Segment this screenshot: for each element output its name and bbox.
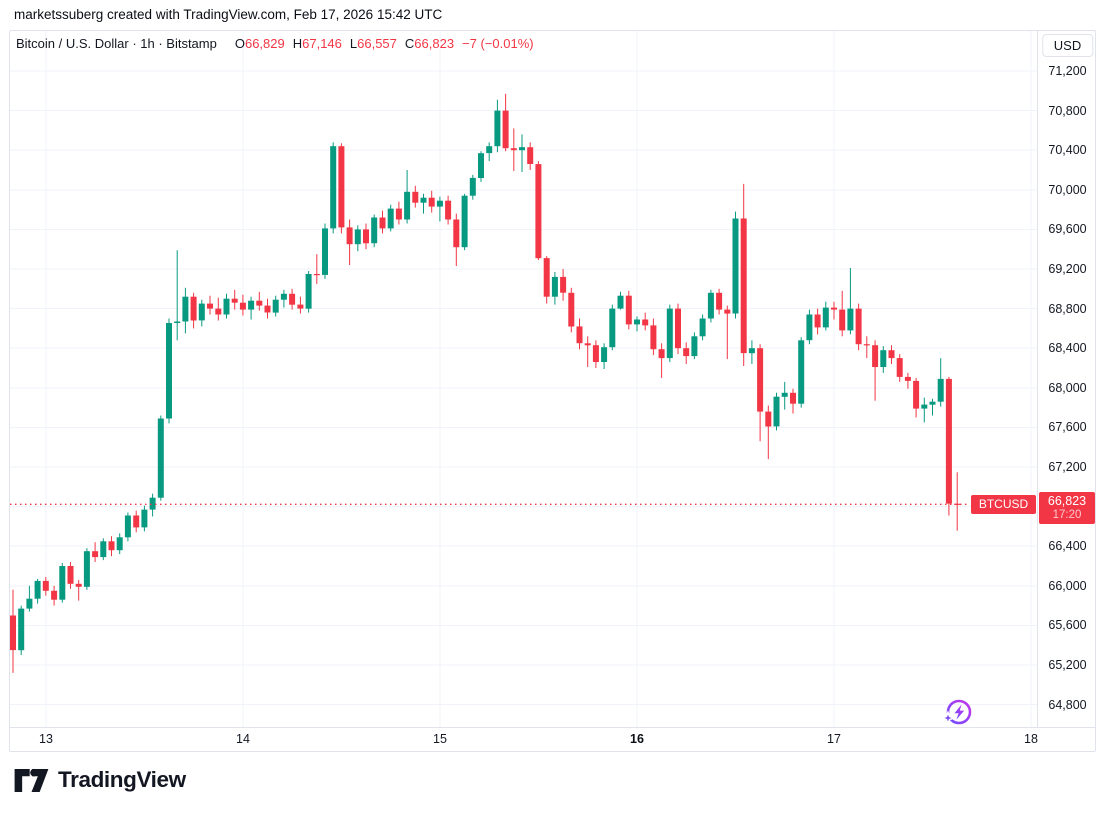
candlestick-svg (10, 31, 1037, 727)
time-axis-label: 18 (1024, 732, 1038, 746)
chart-panel: Bitcoin / U.S. Dollar · 1h · Bitstamp O66… (9, 30, 1096, 752)
time-axis-label: 14 (236, 732, 250, 746)
chart-plot-area[interactable] (10, 31, 1037, 727)
tradingview-logo-link[interactable]: TradingView (14, 767, 186, 793)
high-value: 67,146 (302, 36, 342, 51)
tradingview-brand-text: TradingView (58, 767, 186, 792)
currency-button[interactable]: USD (1041, 34, 1094, 57)
bar-countdown: 17:20 (1052, 509, 1082, 521)
spark-lightning-icon[interactable] (938, 695, 976, 738)
chart-legend: Bitcoin / U.S. Dollar · 1h · Bitstamp O66… (16, 36, 534, 51)
time-axis[interactable]: 13 14 15 16 17 18 (10, 727, 1096, 752)
price-axis-label: 69,600 (1048, 222, 1087, 236)
last-price-box[interactable]: 66,823 17:20 (1039, 492, 1095, 524)
price-axis-label: 71,200 (1048, 64, 1087, 78)
price-axis-label: 69,200 (1048, 262, 1087, 276)
price-axis-label: 68,000 (1048, 381, 1087, 395)
price-axis-label: 70,800 (1048, 104, 1087, 118)
low-value: 66,557 (357, 36, 397, 51)
price-axis-label: 64,800 (1048, 698, 1087, 712)
price-axis-label: 66,400 (1048, 539, 1087, 553)
symbol-title[interactable]: Bitcoin / U.S. Dollar · 1h · Bitstamp (16, 36, 217, 51)
price-axis-label: 67,600 (1048, 420, 1087, 434)
price-axis-label: 70,000 (1048, 183, 1087, 197)
open-value: 66,829 (244, 36, 285, 51)
time-axis-label: 15 (433, 732, 447, 746)
attribution-text: marketssuberg created with TradingView.c… (14, 7, 443, 22)
price-axis-label: 68,400 (1048, 341, 1087, 355)
change-value: −7 (−0.01%) (462, 36, 534, 51)
price-axis-label: 65,600 (1048, 618, 1087, 632)
close-value: 66,823 (414, 36, 455, 51)
time-axis-label: 16 (630, 732, 644, 746)
price-axis-label: 66,000 (1048, 579, 1087, 593)
price-axis-label: 65,200 (1048, 658, 1087, 672)
time-axis-label: 13 (39, 732, 53, 746)
time-axis-label: 17 (827, 732, 841, 746)
tradingview-logo-icon (14, 768, 49, 793)
low-label: L (349, 36, 358, 51)
price-axis[interactable]: USD 71,200 70,800 70,400 70,000 69,600 69,200… (1037, 31, 1097, 727)
price-axis-label: 67,200 (1048, 460, 1087, 474)
open-label: O (234, 36, 245, 51)
last-price-symbol-badge[interactable]: BTCUSD (971, 495, 1036, 514)
close-label: C (404, 36, 415, 51)
price-axis-label: 68,800 (1048, 302, 1087, 316)
price-axis-label: 70,400 (1048, 143, 1087, 157)
high-label: H (292, 36, 303, 51)
last-price-value: 66,823 (1047, 494, 1087, 508)
